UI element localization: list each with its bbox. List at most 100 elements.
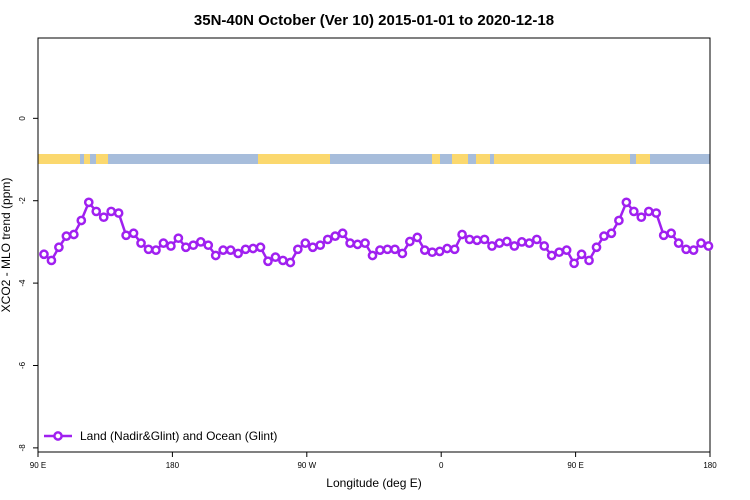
data-point (516, 237, 527, 247)
legend-label: Land (Nadir&Glint) and Ocean (Glint) (80, 429, 277, 443)
data-point (584, 255, 594, 266)
data-point (360, 238, 370, 248)
data-point (546, 250, 557, 261)
data-point (322, 234, 333, 245)
data-point (76, 215, 87, 226)
chart-title: 35N-40N October (Ver 10) 2015-01-01 to 2… (194, 12, 554, 29)
data-point (427, 247, 438, 258)
y-tick-label: -6 (18, 361, 27, 369)
data-point (614, 215, 624, 226)
data-point (651, 208, 662, 218)
data-point (419, 245, 430, 255)
data-point (278, 255, 288, 266)
data-point (173, 233, 184, 244)
data-point (494, 238, 505, 248)
data-point (330, 231, 341, 241)
data-point (457, 229, 467, 240)
data-point (688, 245, 699, 255)
y-tick-label: -2 (18, 197, 27, 205)
data-point (412, 232, 423, 243)
data-point (98, 212, 109, 223)
data-point (643, 206, 654, 217)
data-point (158, 238, 169, 248)
x-tick-label: 180 (166, 461, 180, 470)
data-point (367, 250, 378, 261)
y-axis-label: XCO2 - MLO trend (ppm) (0, 178, 13, 313)
x-tick-label: 0 (439, 461, 444, 470)
data-point (569, 258, 579, 269)
data-point (345, 238, 355, 248)
data-point (666, 228, 677, 239)
data-point (599, 231, 609, 241)
data-point (472, 235, 482, 246)
legend-marker (53, 431, 63, 441)
data-point (68, 229, 79, 240)
data-point (121, 230, 131, 241)
data-point (539, 241, 550, 251)
data-point (449, 244, 460, 255)
y-tick-label: -8 (18, 444, 27, 452)
y-tick-label: -4 (18, 279, 27, 287)
data-point (382, 244, 393, 255)
data-point (375, 245, 385, 255)
data-point (255, 242, 266, 253)
data-point (479, 234, 490, 245)
data-point (285, 257, 296, 268)
data-point (531, 234, 542, 245)
y-tick-label: 0 (18, 116, 27, 121)
data-point (576, 249, 587, 260)
data-point (46, 255, 57, 266)
data-point (337, 228, 348, 239)
data-point (524, 238, 535, 248)
data-point (397, 248, 408, 259)
data-point (166, 241, 176, 251)
data-point (591, 242, 602, 253)
data-point (352, 239, 363, 250)
data-point (554, 247, 565, 258)
data-point (106, 206, 117, 217)
data-point (225, 245, 236, 255)
data-point (61, 231, 72, 241)
data-point (673, 238, 684, 248)
data-point (248, 243, 258, 254)
data-point (464, 234, 475, 245)
data-point (210, 250, 221, 261)
data-point (113, 208, 124, 218)
data-point (315, 240, 326, 251)
x-tick-label: 90 E (567, 461, 583, 470)
data-point (203, 240, 214, 251)
data-point (143, 244, 154, 255)
data-point (218, 245, 229, 255)
data-point (39, 249, 49, 260)
data-point (233, 248, 243, 259)
data-point (703, 241, 714, 251)
data-point (300, 238, 311, 248)
data-point (188, 240, 199, 251)
data-point (390, 244, 400, 255)
data-point (434, 246, 445, 257)
data-point (681, 244, 691, 255)
data-point (404, 236, 415, 247)
x-axis-label: Longitude (deg E) (326, 476, 421, 490)
data-point (292, 244, 303, 255)
data-point (502, 236, 512, 247)
data-point (307, 242, 318, 253)
data-point (487, 241, 497, 251)
data-point (240, 244, 251, 255)
data-point (128, 228, 139, 239)
data-point (606, 228, 617, 239)
data-point (636, 212, 647, 223)
data-point (54, 242, 64, 253)
data-point (270, 252, 281, 263)
data-point (195, 237, 206, 247)
x-tick-label: 90 E (30, 461, 46, 470)
x-tick-label: 90 W (297, 461, 316, 470)
data-point (658, 230, 669, 241)
data-point (696, 238, 706, 248)
x-tick-label: 180 (703, 461, 717, 470)
data-point (509, 241, 520, 251)
data-point (442, 243, 453, 254)
data-point (263, 256, 273, 267)
data-point (561, 245, 572, 255)
